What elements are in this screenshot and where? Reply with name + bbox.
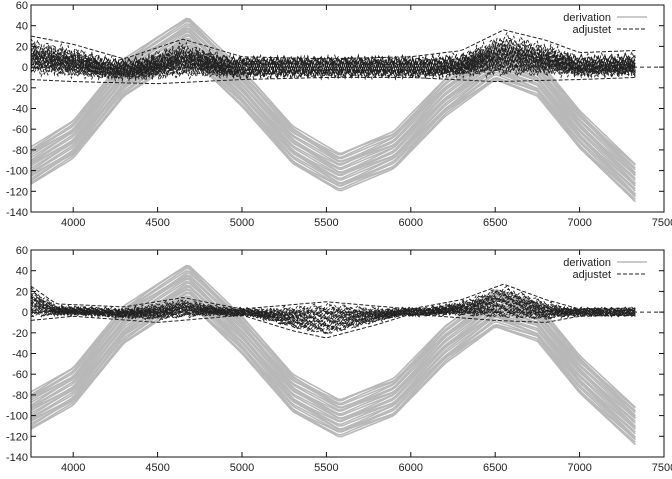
y-tick-label: 20 bbox=[16, 286, 28, 298]
legend-label-adjustet: adjustet bbox=[572, 24, 611, 36]
y-tick-label: -100 bbox=[6, 166, 28, 178]
y-tick-label: 60 bbox=[16, 245, 28, 257]
adjustet-series-line bbox=[31, 306, 636, 334]
y-tick-label: -60 bbox=[12, 369, 28, 381]
adjustet-lower-envelope bbox=[31, 76, 636, 85]
derivation-series-line bbox=[31, 299, 636, 443]
y-tick-label: 40 bbox=[16, 266, 28, 278]
plot-area bbox=[31, 264, 664, 446]
y-tick-label: 40 bbox=[16, 21, 28, 33]
x-tick-label: 7000 bbox=[567, 462, 591, 474]
adjustet-upper-envelope bbox=[31, 283, 636, 310]
y-tick-label: -40 bbox=[12, 104, 28, 116]
y-tick-label: 0 bbox=[22, 307, 28, 319]
x-tick-label: 7500 bbox=[652, 462, 672, 474]
x-tick-label: 5000 bbox=[230, 462, 254, 474]
derivation-series-line bbox=[31, 54, 636, 203]
y-tick-label: 60 bbox=[16, 0, 28, 12]
derivation-series-line bbox=[31, 44, 636, 192]
derivation-series-line bbox=[31, 49, 636, 197]
x-tick-label: 6500 bbox=[483, 217, 507, 229]
plot-area bbox=[31, 17, 664, 203]
adjustet-series-line bbox=[31, 37, 636, 77]
derivation-series-line bbox=[31, 296, 636, 440]
adjustet-series-line bbox=[31, 301, 636, 327]
derivation-series-line bbox=[31, 289, 636, 433]
derivation-series-line bbox=[31, 42, 636, 190]
x-tick-label: 5500 bbox=[314, 217, 338, 229]
panel-bottom: 60 40 20 0 -20 -40 -60 -80 -100 -120 -140 4000 4500 5… bbox=[6, 245, 672, 474]
y-tick-label: -80 bbox=[12, 145, 28, 157]
adjustet-upper-envelope bbox=[31, 29, 636, 60]
derivation-series-line bbox=[31, 291, 636, 435]
x-tick-label: 4000 bbox=[61, 462, 85, 474]
y-tick-label: -20 bbox=[12, 83, 28, 95]
x-tick-label: 4000 bbox=[61, 217, 85, 229]
y-tick-label: -80 bbox=[12, 390, 28, 402]
x-tick-label: 6000 bbox=[399, 462, 423, 474]
y-tick-label: -120 bbox=[6, 431, 28, 443]
legend-label-derivation: derivation bbox=[563, 257, 611, 269]
derivation-series-line bbox=[31, 45, 636, 195]
x-tick-label: 5000 bbox=[230, 217, 254, 229]
x-tick-label: 6500 bbox=[483, 462, 507, 474]
y-tick-label: 20 bbox=[16, 41, 28, 53]
adjustet-series-line bbox=[31, 40, 636, 76]
adjustet-series-line bbox=[31, 56, 636, 81]
y-tick-label: -140 bbox=[6, 207, 28, 219]
adjustet-series-line bbox=[31, 288, 636, 317]
adjustet-series-line bbox=[31, 296, 636, 320]
derivation-series-line bbox=[31, 52, 636, 200]
derivation-series-line bbox=[31, 292, 636, 438]
x-tick-label: 4500 bbox=[145, 217, 169, 229]
adjustet-series-line bbox=[31, 39, 636, 75]
derivation-series-line bbox=[31, 22, 636, 171]
adjustet-lower-envelope bbox=[31, 313, 636, 339]
adjustet-series-line bbox=[31, 295, 636, 320]
y-tick-label: 0 bbox=[22, 62, 28, 74]
y-tick-label: -20 bbox=[12, 328, 28, 340]
x-tick-label: 6000 bbox=[399, 217, 423, 229]
adjustet-series-line bbox=[31, 303, 636, 327]
y-tick-label: -100 bbox=[6, 411, 28, 423]
legend-label-adjustet: adjustet bbox=[572, 269, 611, 281]
y-tick-label: -120 bbox=[6, 186, 28, 198]
x-tick-label: 5500 bbox=[314, 462, 338, 474]
x-tick-label: 4500 bbox=[145, 462, 169, 474]
derivation-series-line bbox=[31, 301, 636, 446]
y-tick-label: -40 bbox=[12, 349, 28, 361]
panel-top: 60 40 20 0 -20 -40 -60 -80 -100 -120 -140 4000 4500 5… bbox=[6, 0, 672, 229]
y-tick-label: -60 bbox=[12, 124, 28, 136]
legend-label-derivation: derivation bbox=[563, 12, 611, 24]
adjustet-series-line bbox=[31, 285, 636, 318]
x-tick-label: 7500 bbox=[652, 217, 672, 229]
adjustet-series-line bbox=[31, 37, 636, 80]
adjustet-series-line bbox=[31, 54, 636, 76]
derivation-series-line bbox=[31, 286, 636, 430]
x-tick-label: 7000 bbox=[567, 217, 591, 229]
y-tick-label: -140 bbox=[6, 452, 28, 464]
adjustet-series-line bbox=[31, 45, 636, 77]
